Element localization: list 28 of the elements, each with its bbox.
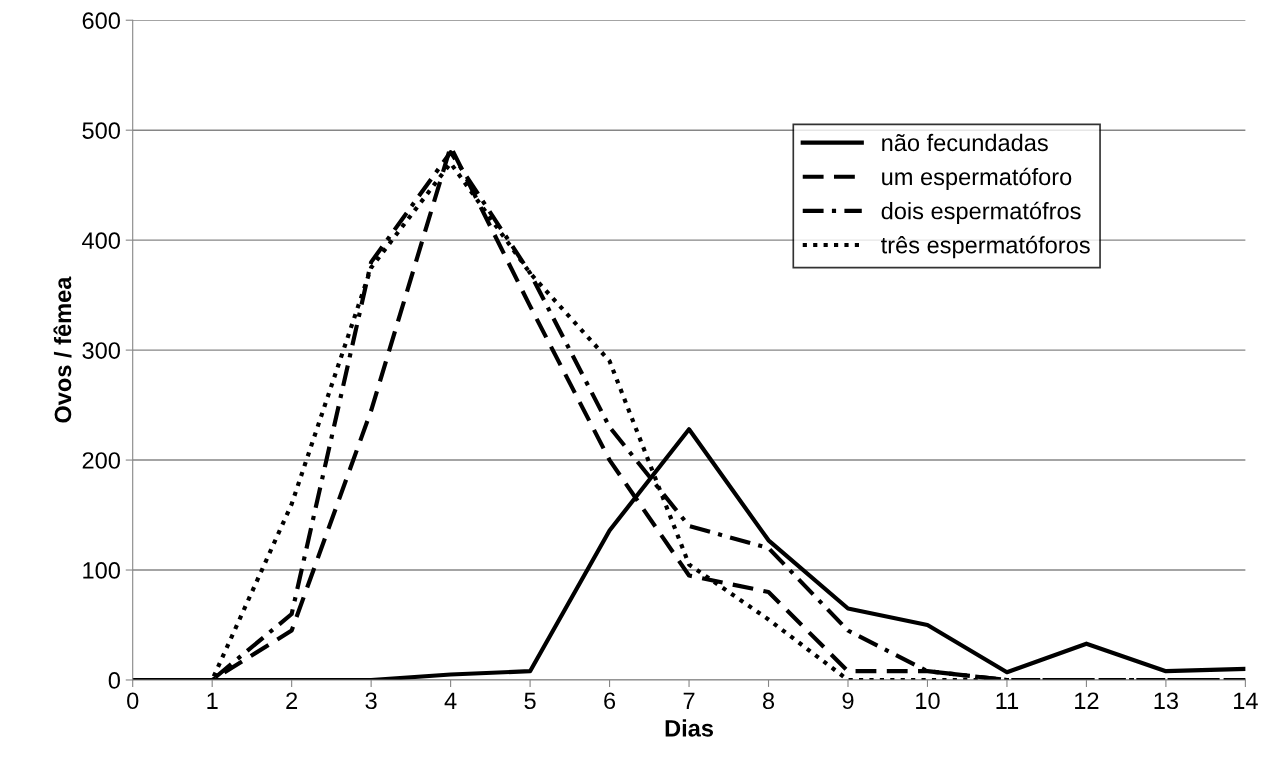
legend-label: três espermatóforos [881, 235, 1090, 259]
x-tick-label: 9 [842, 692, 854, 710]
y-tick-label: 100 [83, 562, 120, 579]
x-tick-label: 11 [996, 692, 1019, 709]
x-tick-label: 8 [762, 692, 775, 710]
x-tick-label: 10 [916, 692, 940, 710]
y-tick-label: 400 [82, 232, 120, 249]
x-tick-label: 0 [127, 692, 139, 710]
x-tick-label: 4 [444, 692, 457, 709]
y-tick-label: 0 [108, 672, 120, 689]
x-tick-label: 3 [365, 692, 377, 710]
y-axis-title: Ovos / fêmea [53, 276, 72, 423]
legend-label: dois espermatófros [881, 201, 1081, 225]
x-tick-label: 13 [1154, 692, 1178, 710]
x-axis-title: Dias [665, 719, 714, 737]
x-tick-label: 14 [1234, 692, 1258, 709]
x-tick-label: 12 [1075, 692, 1099, 709]
x-tick-label: 2 [286, 692, 298, 709]
y-tick-label: 500 [82, 122, 120, 139]
x-tick-label: 6 [604, 692, 616, 710]
y-tick-label: 300 [82, 342, 120, 359]
legend-label: não fecundadas [882, 133, 1048, 152]
legend-label: um espermatóforo [882, 167, 1072, 190]
x-tick-label: 7 [683, 692, 695, 709]
x-tick-label: 1 [207, 692, 218, 709]
y-tick-label: 600 [82, 12, 120, 30]
y-tick-label: 200 [82, 452, 120, 469]
x-tick-label: 5 [524, 692, 536, 710]
